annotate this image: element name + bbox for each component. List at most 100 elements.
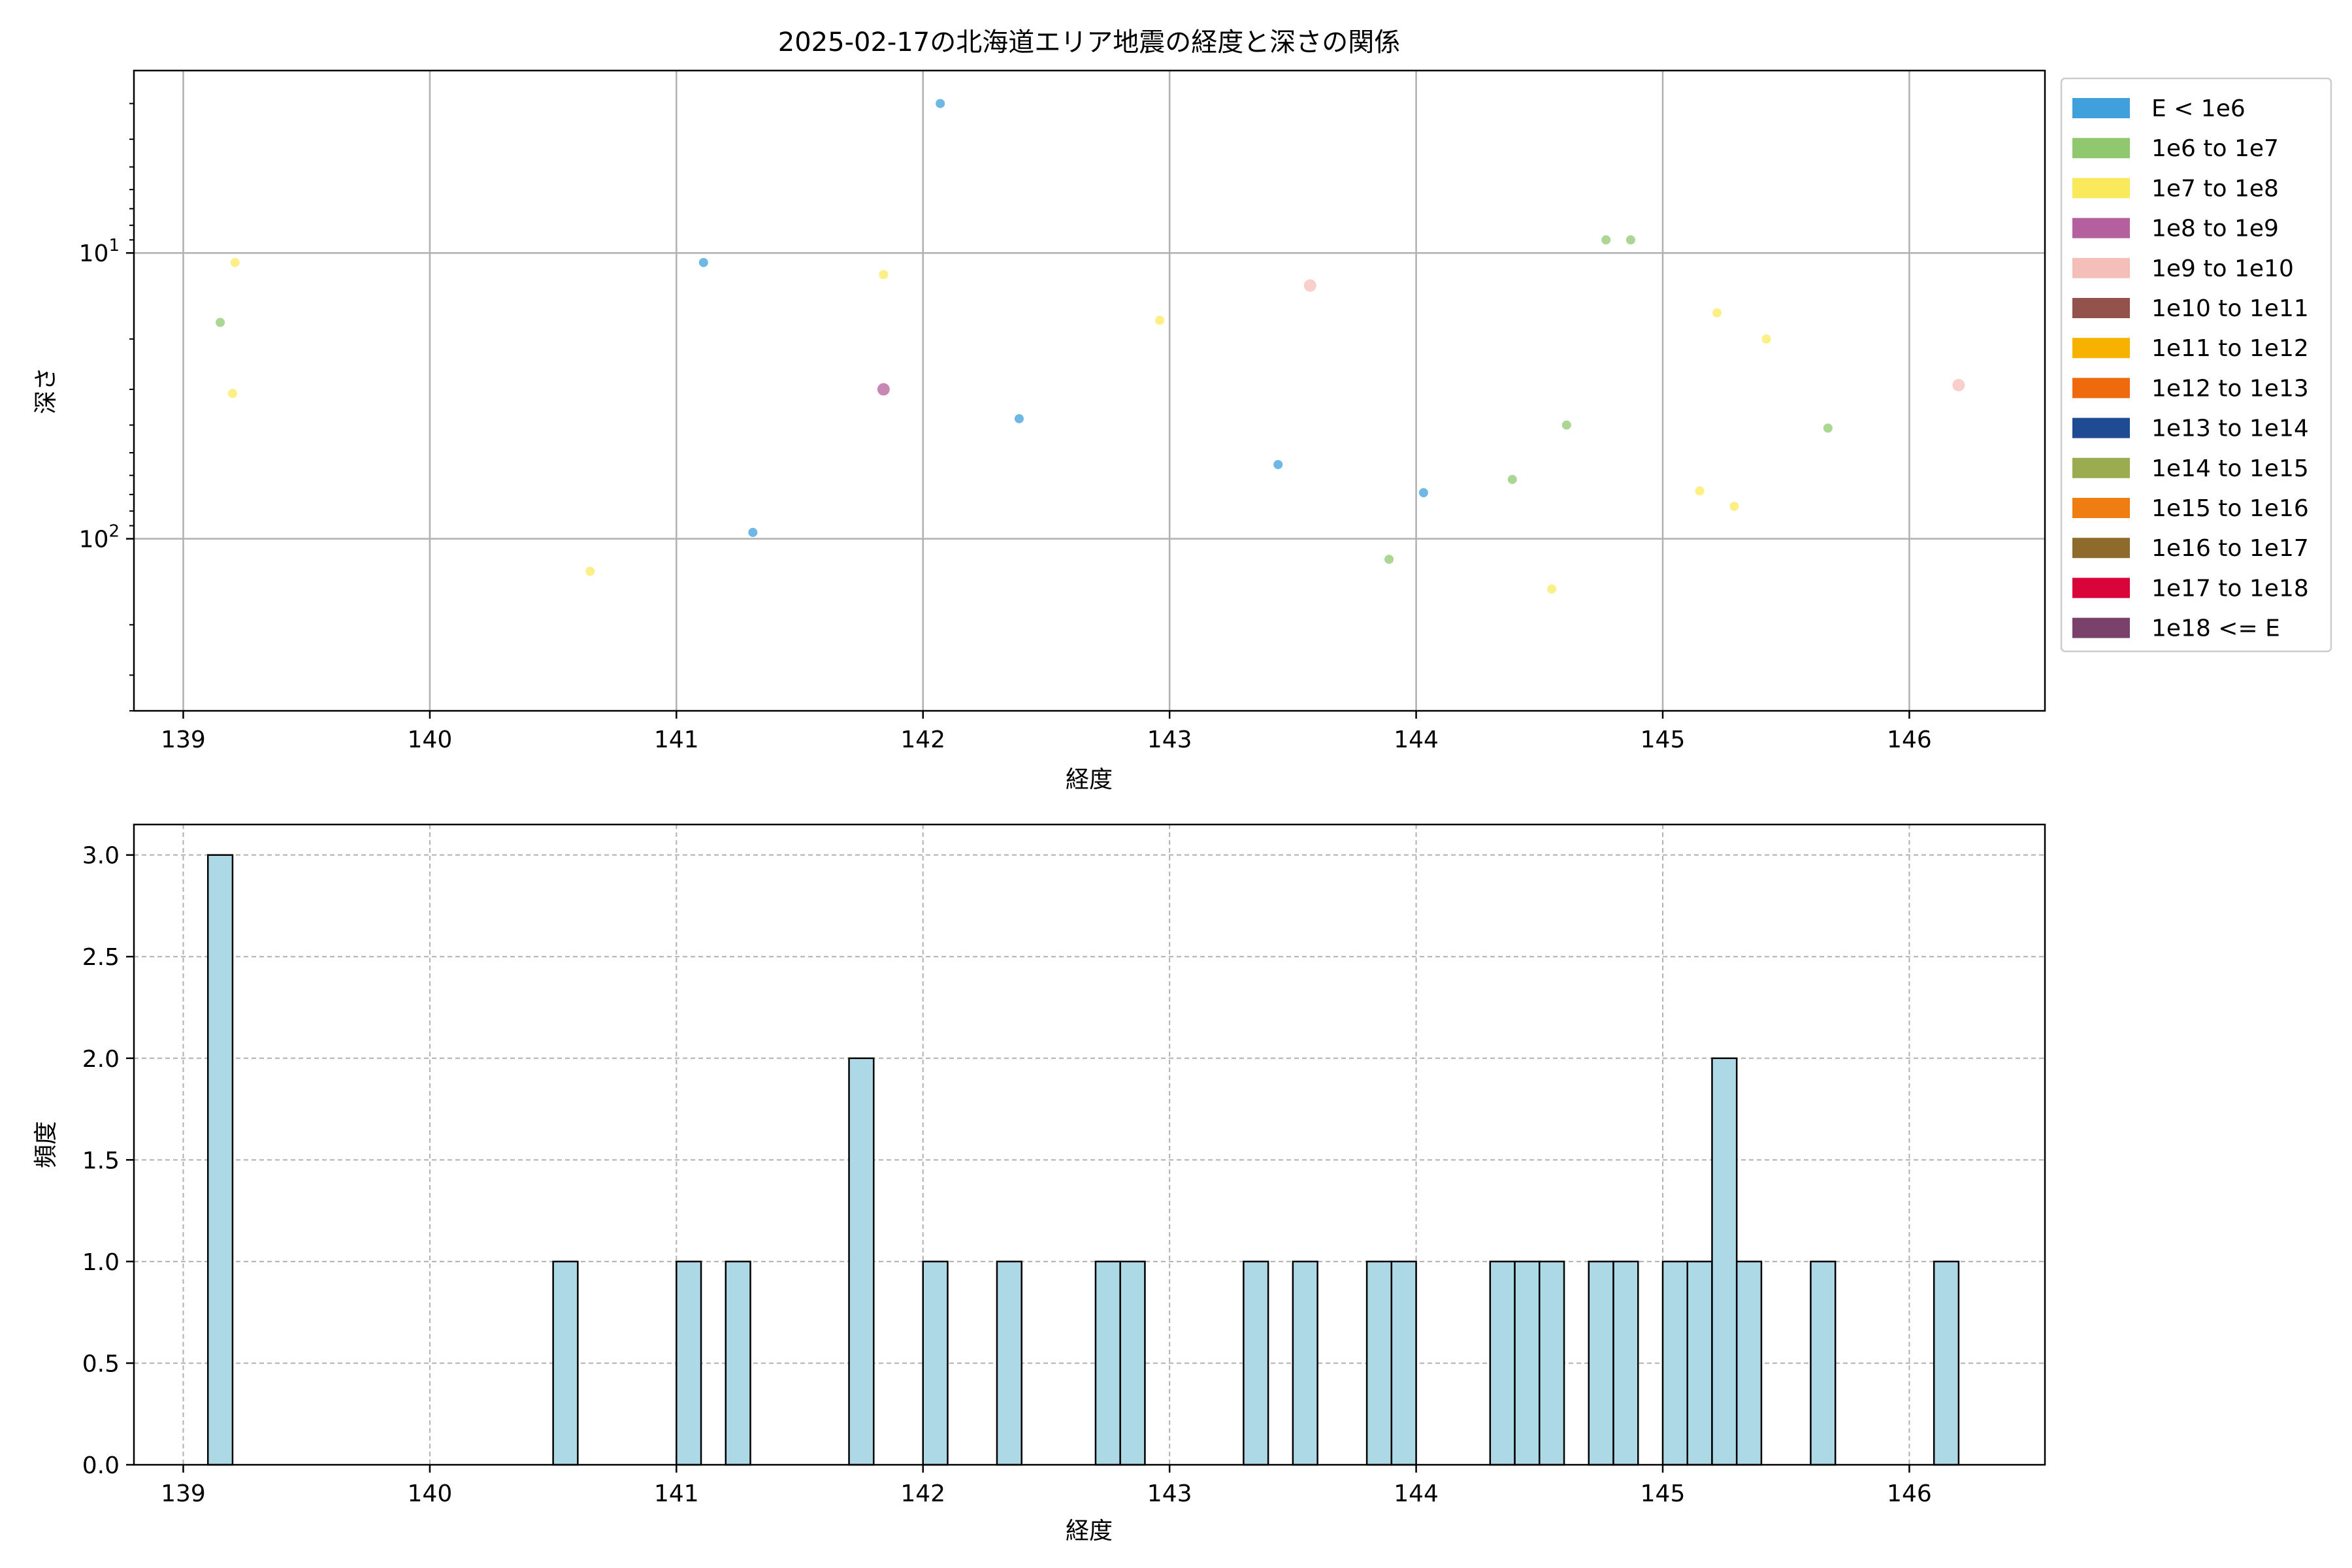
scatter-title: 2025-02-17の北海道エリア地震の経度と深さの関係 xyxy=(778,27,1400,57)
legend-frame xyxy=(2060,77,2332,653)
scatter-x-tick-label: 139 xyxy=(161,727,206,753)
scatter-y-tick-label: 102 xyxy=(79,522,120,553)
histogram-y-tick-label: 0.0 xyxy=(82,1452,120,1479)
scatter-point xyxy=(1695,486,1705,496)
histogram-axes-frame xyxy=(133,823,2046,1466)
histogram-bar xyxy=(552,1260,579,1466)
legend-label: 1e16 to 1e17 xyxy=(2151,535,2309,562)
scatter-point xyxy=(1761,334,1771,344)
scatter-point xyxy=(1273,460,1283,470)
histogram-x-tick-label: 145 xyxy=(1641,1480,1686,1507)
legend-label: 1e18 <= E xyxy=(2151,615,2280,642)
legend-label: 1e12 to 1e13 xyxy=(2151,375,2309,402)
scatter-points xyxy=(216,99,1965,594)
scatter-x-tick-label: 142 xyxy=(900,727,945,753)
histogram-y-label: 頻度 xyxy=(33,1121,59,1168)
legend-label: 1e15 to 1e16 xyxy=(2151,495,2309,522)
legend-label: 1e8 to 1e9 xyxy=(2151,216,2279,242)
legend-swatch xyxy=(2072,218,2130,238)
legend-swatch xyxy=(2072,338,2130,359)
scatter-x-tick-label: 140 xyxy=(408,727,453,753)
histogram-bar xyxy=(1612,1260,1639,1466)
scatter-point xyxy=(230,257,240,267)
scatter-point xyxy=(1547,584,1557,594)
scatter-point xyxy=(585,566,595,576)
scatter-point xyxy=(936,99,945,108)
scatter-point xyxy=(748,527,758,537)
histogram-bar xyxy=(1094,1260,1121,1466)
legend-swatch xyxy=(2072,138,2130,159)
scatter-point xyxy=(1561,420,1571,430)
histogram-bar xyxy=(1539,1260,1565,1466)
scatter-point xyxy=(1384,555,1394,564)
scatter-point xyxy=(1952,378,1965,391)
histogram-bar xyxy=(1390,1260,1417,1466)
scatter-x-label: 経度 xyxy=(1066,766,1113,793)
histogram-x-tick-label: 141 xyxy=(654,1480,699,1507)
legend-label: 1e10 to 1e11 xyxy=(2151,295,2309,322)
legend-swatch xyxy=(2072,457,2130,478)
histogram-x-tick-label: 146 xyxy=(1887,1480,1932,1507)
scatter-x-tick-label: 145 xyxy=(1641,727,1686,753)
scatter-grid xyxy=(134,71,2045,711)
legend-swatch xyxy=(2072,298,2130,318)
histogram-x-tick-label: 144 xyxy=(1394,1480,1439,1507)
histogram-bar xyxy=(1119,1260,1146,1466)
scatter-y-label: 深さ xyxy=(33,367,59,414)
histogram-bar xyxy=(1365,1260,1393,1466)
legend: E < 1e6 1e6 to 1e7 1e7 to 1e8 1e8 to 1e9 1e9… xyxy=(2060,77,2332,653)
histogram-panel: 139 140 141 142 143 144 145 146 0.0 0.5 1.0 1.5 2.0… xyxy=(33,823,2046,1544)
scatter-point xyxy=(1155,316,1165,325)
scatter-point xyxy=(1712,308,1722,318)
legend-swatch xyxy=(2072,178,2130,199)
histogram-bar xyxy=(1711,1057,1738,1466)
scatter-point xyxy=(227,389,237,399)
scatter-point xyxy=(698,257,708,267)
histogram-bar xyxy=(206,854,234,1466)
legend-swatch xyxy=(2072,538,2130,559)
histogram-bar xyxy=(848,1057,875,1466)
scatter-point xyxy=(1625,235,1635,245)
histogram-bar xyxy=(1243,1260,1269,1466)
legend-label: 1e17 to 1e18 xyxy=(2151,575,2309,602)
scatter-axes-frame xyxy=(133,69,2046,712)
scatter-x-ticks: 139 140 141 142 143 144 145 146 xyxy=(161,711,1932,753)
legend-label: 1e6 to 1e7 xyxy=(2151,135,2279,162)
legend-label: 1e13 to 1e14 xyxy=(2151,416,2309,442)
scatter-x-tick-label: 146 xyxy=(1887,727,1932,753)
histogram-y-tick-label: 3.0 xyxy=(82,843,120,870)
histogram-bar xyxy=(1292,1260,1318,1466)
histogram-y-tick-label: 1.5 xyxy=(82,1147,120,1174)
histogram-bar xyxy=(1489,1260,1516,1466)
scatter-x-tick-label: 144 xyxy=(1394,727,1439,753)
histogram-bar xyxy=(1661,1260,1688,1466)
scatter-point xyxy=(1729,501,1739,511)
histogram-x-label: 経度 xyxy=(1066,1518,1113,1544)
histogram-bar xyxy=(922,1260,949,1466)
legend-items: E < 1e6 1e6 to 1e7 1e7 to 1e8 1e8 to 1e9 1e9… xyxy=(2072,95,2309,642)
scatter-point xyxy=(877,383,890,396)
histogram-x-tick-label: 140 xyxy=(408,1480,453,1507)
histogram-bar xyxy=(1588,1260,1614,1466)
scatter-point xyxy=(1303,279,1316,292)
histogram-bar xyxy=(1810,1260,1837,1466)
histogram-x-ticks: 139 140 141 142 143 144 145 146 xyxy=(161,1465,1932,1507)
scatter-point xyxy=(879,270,889,280)
legend-label: 1e14 to 1e15 xyxy=(2151,455,2309,482)
histogram-x-tick-label: 143 xyxy=(1147,1480,1192,1507)
scatter-y-tick-label: 101 xyxy=(79,236,120,267)
legend-swatch xyxy=(2072,498,2130,518)
histogram-y-tick-label: 0.5 xyxy=(82,1350,120,1377)
legend-label: 1e7 to 1e8 xyxy=(2151,175,2279,202)
scatter-point xyxy=(1418,488,1428,498)
histogram-bar xyxy=(1933,1260,1960,1466)
scatter-y-ticks: 101 102 xyxy=(79,103,134,711)
histogram-x-tick-label: 139 xyxy=(161,1480,206,1507)
legend-swatch xyxy=(2072,98,2130,118)
scatter-point xyxy=(1601,235,1611,245)
legend-swatch xyxy=(2072,617,2130,638)
scatter-point xyxy=(1507,474,1517,484)
scatter-panel: 139 140 141 142 143 144 145 146 101 102 2025-02-… xyxy=(33,27,2046,793)
